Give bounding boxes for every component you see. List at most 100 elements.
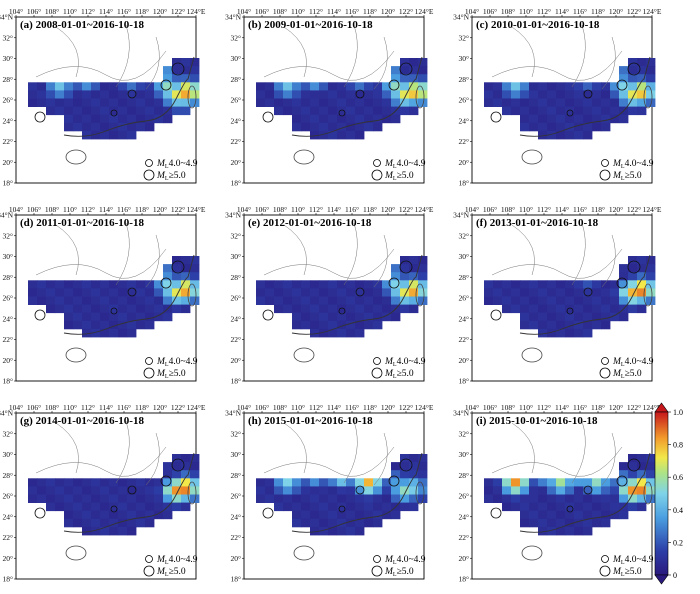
longitude-tick-label: 110° (519, 7, 533, 16)
probability-cell (520, 486, 530, 495)
probability-cell (190, 454, 200, 463)
probability-cell (82, 122, 92, 132)
panel-title: (g) 2014-01-01~2016-10-18 (20, 415, 144, 427)
probability-cell (400, 272, 410, 281)
probability-cell (628, 454, 638, 463)
probability-cell (556, 90, 566, 99)
probability-cell (37, 486, 47, 495)
probability-cell (337, 90, 347, 99)
probability-cell (136, 280, 146, 289)
probability-cell (154, 486, 164, 495)
probability-cell (136, 518, 146, 528)
epicenter-marker (490, 309, 502, 321)
probability-cell (337, 106, 347, 116)
probability-cell (163, 74, 173, 83)
probability-cell (109, 494, 119, 503)
probability-cell (172, 304, 182, 314)
probability-cell (628, 296, 638, 305)
probability-cell (100, 526, 110, 536)
probability-cell (628, 264, 638, 273)
probability-cell (46, 304, 56, 314)
magnitude-legend: ML4.0~4.9ML≥5.0 (370, 157, 426, 182)
legend-large-circle (599, 565, 611, 577)
probability-cell (547, 510, 557, 520)
probability-cell (355, 494, 365, 503)
probability-cell (556, 518, 566, 528)
probability-cell (637, 264, 647, 273)
probability-cell (145, 320, 155, 330)
probability-cell (484, 478, 494, 487)
longitude-tick-label: 120° (381, 205, 395, 214)
probability-cell (646, 470, 656, 479)
probability-cell (565, 288, 575, 297)
probability-cell (154, 280, 164, 289)
probability-cell (556, 106, 566, 116)
probability-cell (163, 494, 173, 503)
probability-cell (583, 518, 593, 528)
probability-cell (418, 98, 428, 107)
probability-cell (346, 518, 356, 528)
latitude-tick-label: 26° (459, 492, 470, 501)
probability-cell (109, 122, 119, 132)
probability-cell (337, 296, 347, 305)
probability-cell (364, 122, 374, 132)
probability-cell (484, 296, 494, 305)
probability-cell (574, 296, 584, 305)
probability-cell (364, 82, 374, 91)
probability-cells (484, 256, 656, 338)
legend-large-label: ML≥5.0 (384, 171, 414, 182)
probability-cell (529, 320, 539, 330)
longitude-ticks: 104° 106° 108° 110° 112° 114° 116° 118° 120° 122°… (237, 403, 434, 413)
probability-cell (601, 518, 611, 528)
probability-cell (172, 272, 182, 281)
probability-cell (646, 98, 656, 107)
latitude-tick-label: 34°N (0, 409, 14, 418)
probability-cell (520, 518, 530, 528)
longitude-tick-label: 112° (309, 403, 323, 412)
probability-cell (181, 272, 191, 281)
legend-large-label: ML≥5.0 (612, 567, 642, 578)
epicenter-marker (616, 277, 628, 289)
latitude-ticks: 18° 20° 22° 24° 26° 28° 30° 32° 34°N (0, 13, 16, 188)
latitude-ticks: 18° 20° 22° 24° 26° 28° 30° 32° 34°N (453, 211, 472, 386)
probability-cell (346, 122, 356, 132)
probability-cell (109, 478, 119, 487)
probability-cell (292, 288, 302, 297)
probability-cell (556, 510, 566, 520)
coastline (63, 254, 195, 335)
probability-cell (328, 518, 338, 528)
probability-cell (190, 256, 200, 265)
probability-cell (91, 312, 101, 322)
probability-cell (574, 130, 584, 140)
probability-cell (181, 106, 191, 116)
probability-cell (283, 280, 293, 289)
probability-cell (46, 486, 56, 495)
probability-cell (493, 288, 503, 297)
probability-cell (418, 256, 428, 265)
probability-cell (91, 122, 101, 132)
probability-cell (400, 486, 410, 495)
magnitude-legend: ML4.0~4.9ML≥5.0 (142, 553, 198, 578)
probability-cell (382, 304, 392, 314)
probability-cell (637, 502, 647, 512)
probability-cell (538, 304, 548, 314)
probability-cell (382, 90, 392, 99)
probability-cell (310, 526, 320, 536)
probability-cell (391, 478, 401, 487)
probability-cell (190, 296, 200, 305)
probability-cell (646, 58, 656, 67)
longitude-tick-label: 118° (363, 7, 377, 16)
probability-cell (55, 98, 65, 107)
probability-cell (118, 82, 128, 91)
latitude-ticks: 18° 20° 22° 24° 26° 28° 30° 32° 34°N (453, 13, 472, 188)
longitude-tick-label: 116° (345, 205, 359, 214)
probability-cell (127, 280, 137, 289)
probability-cell (301, 320, 311, 330)
latitude-tick-label: 32° (3, 429, 14, 438)
probability-cell (100, 320, 110, 330)
latitude-tick-label: 22° (231, 137, 242, 146)
probability-cell (364, 90, 374, 99)
probability-cell (145, 486, 155, 495)
probability-cell (292, 486, 302, 495)
probability-cell (355, 90, 365, 99)
